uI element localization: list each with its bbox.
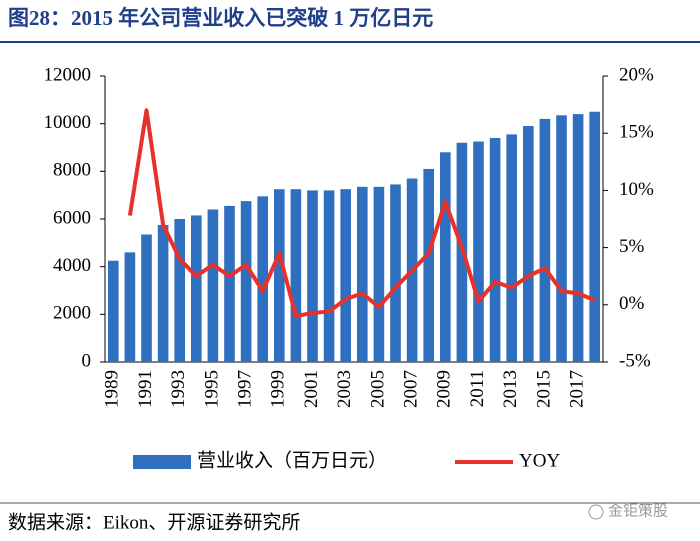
- x-tick-label: 2017: [566, 370, 587, 408]
- bar: [589, 111, 601, 362]
- x-tick-label: 2007: [400, 370, 421, 408]
- y-tick-label: 2000: [53, 303, 91, 324]
- y-tick-label: 4000: [53, 255, 91, 276]
- bar: [273, 189, 285, 362]
- bar: [174, 219, 186, 362]
- source: 数据来源：Eikon、开源证券研究所: [8, 511, 300, 533]
- bar: [539, 118, 551, 363]
- y2-tick-label: 0%: [619, 293, 645, 314]
- x-tick-label: 2001: [301, 370, 322, 408]
- bar: [307, 190, 318, 362]
- bar: [556, 115, 567, 362]
- x-tick-label: 1997: [234, 370, 255, 408]
- bar: [506, 134, 518, 362]
- y2-tick-label: -5%: [619, 350, 651, 371]
- watermark-icon: [588, 504, 604, 520]
- legend-label: 营业收入（百万日元）: [197, 449, 387, 471]
- bar: [124, 252, 136, 362]
- bar: [356, 186, 368, 362]
- x-tick-label: 2009: [434, 370, 455, 408]
- bar: [439, 152, 451, 362]
- x-tick-label: 2013: [500, 370, 521, 408]
- y-tick-label: 8000: [53, 160, 91, 181]
- bar: [373, 186, 385, 362]
- bar: [190, 215, 202, 362]
- y-tick-label: 10000: [44, 112, 92, 133]
- bar: [207, 209, 219, 362]
- x-tick-label: 2011: [467, 370, 488, 407]
- y2-tick-label: 5%: [619, 236, 645, 257]
- x-tick-label: 1991: [135, 370, 156, 408]
- bar: [257, 196, 269, 362]
- bar: [522, 126, 534, 362]
- bar: [141, 234, 152, 362]
- bar: [390, 184, 401, 362]
- y2-tick-label: 15%: [619, 122, 654, 143]
- legend-label: YOY: [519, 450, 560, 471]
- x-tick-label: 2005: [367, 370, 388, 408]
- bar: [290, 189, 302, 362]
- bar: [107, 260, 119, 362]
- chart-title: 图28：2015 年公司营业收入已突破 1 万亿日元: [8, 6, 433, 30]
- x-tick-label: 1999: [268, 370, 289, 408]
- bar: [473, 141, 484, 362]
- x-tick-label: 1989: [102, 370, 123, 408]
- bar: [240, 201, 252, 362]
- y-tick-label: 0: [82, 350, 92, 371]
- x-tick-label: 1995: [201, 370, 222, 408]
- line: [127, 108, 596, 319]
- y-tick-label: 12000: [44, 64, 92, 85]
- x-tick-label: 2003: [334, 370, 355, 408]
- x-tick-label: 2015: [533, 370, 554, 408]
- bar: [489, 137, 501, 362]
- bar: [423, 168, 435, 362]
- bar: [340, 189, 352, 362]
- bar: [572, 114, 584, 362]
- y2-tick-label: 10%: [619, 179, 654, 200]
- bar: [224, 205, 235, 362]
- y-tick-label: 6000: [53, 207, 91, 228]
- y2-tick-label: 20%: [619, 64, 654, 85]
- bar: [323, 190, 335, 362]
- watermark: 金钜策股: [608, 502, 668, 519]
- legend-swatch: [133, 455, 191, 469]
- bar: [157, 224, 169, 362]
- x-tick-label: 1993: [168, 370, 189, 408]
